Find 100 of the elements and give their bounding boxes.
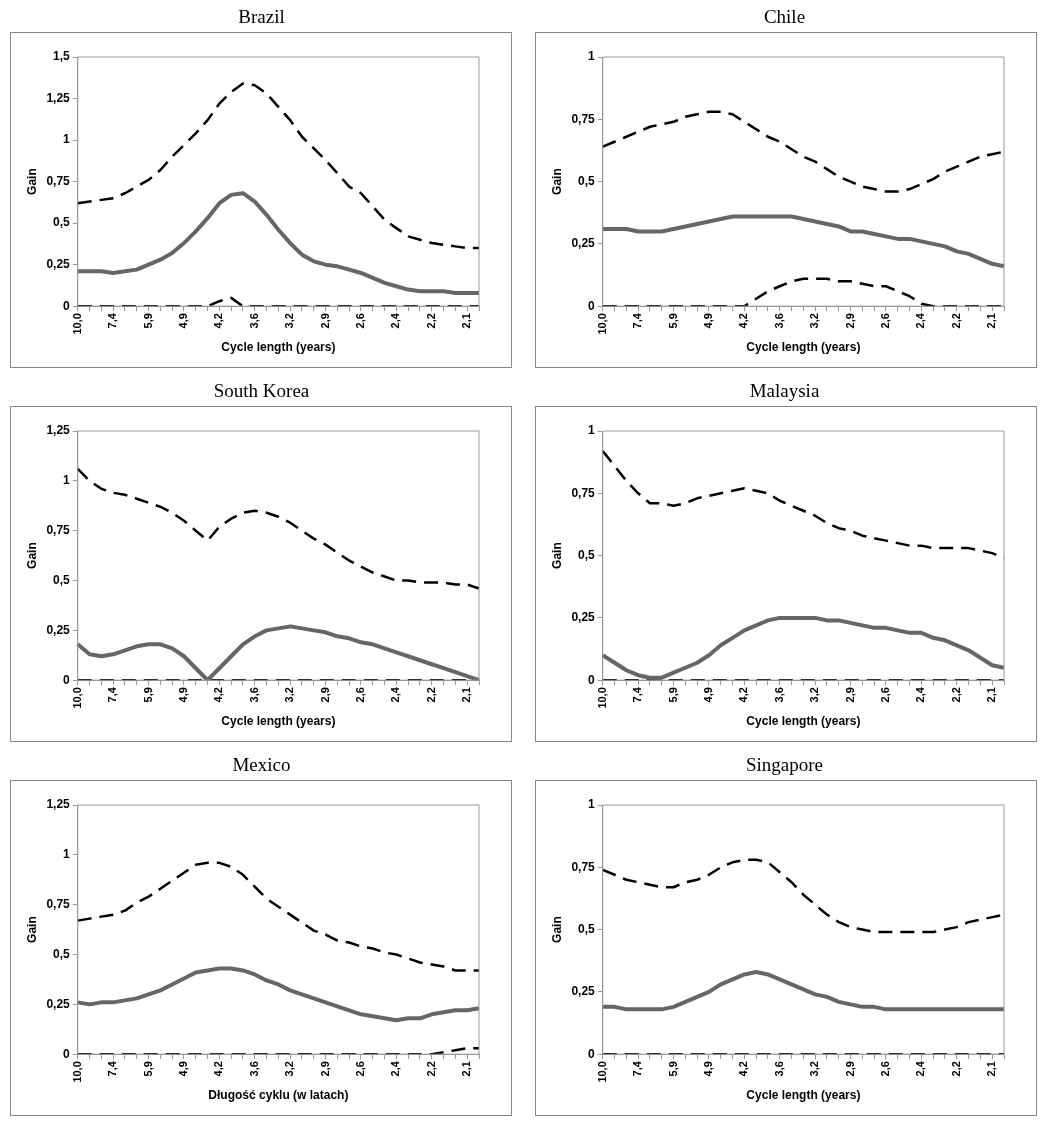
chart-title: Brazil: [237, 5, 286, 29]
x-tick-label: 3,2: [808, 687, 821, 703]
y-tick-label: 0: [63, 1046, 71, 1061]
x-tick-label: 3,6: [247, 313, 260, 329]
x-tick-label: 7,4: [631, 312, 644, 329]
x-tick-label: 3,2: [808, 313, 821, 329]
y-tick-label: 0: [63, 298, 71, 313]
y-tick-label: 0,25: [46, 996, 71, 1011]
line-series: [76, 861, 481, 972]
x-axis-title: Cycle length (years): [746, 714, 861, 729]
x-tick-label: 2,4: [389, 1060, 402, 1077]
x-tick-label: 2,2: [949, 313, 962, 329]
x-tick-label: 4,9: [177, 1061, 189, 1077]
y-tick-label: 1: [588, 423, 596, 438]
x-tick-label: 2,1: [985, 1061, 998, 1077]
x-tick-label: 7,4: [631, 1060, 644, 1077]
x-axis-title: Cycle length (years): [221, 340, 336, 355]
y-tick-label: 0,75: [571, 111, 596, 126]
x-tick-label: 2,2: [949, 687, 962, 703]
x-tick-label: 2,6: [879, 687, 892, 703]
chart-title: South Korea: [212, 379, 311, 403]
x-tick-label: 4,2: [737, 313, 750, 329]
x-tick-label: 2,1: [985, 313, 998, 329]
y-axis-title: Gain: [549, 168, 564, 195]
x-tick-label: 4,9: [702, 687, 714, 703]
x-tick-label: 3,6: [772, 687, 785, 703]
x-tick-label: 4,2: [212, 687, 225, 703]
y-tick-label: 0,5: [53, 572, 71, 587]
x-tick-label: 4,9: [177, 687, 189, 703]
x-tick-label: 4,9: [702, 1061, 714, 1077]
y-tick-label: 0,25: [571, 984, 596, 999]
x-tick-label: 4,2: [737, 687, 750, 703]
x-tick-label: 2,9: [843, 313, 856, 329]
x-tick-label: 7,4: [106, 312, 119, 329]
x-tick-label: 7,4: [631, 686, 644, 703]
x-tick-label: 4,9: [177, 313, 189, 329]
x-tick-label: 2,4: [914, 1060, 927, 1077]
y-tick-label: 1: [63, 473, 71, 488]
x-tick-label: 2,1: [460, 313, 473, 329]
y-tick-label: 0,5: [53, 946, 71, 961]
x-tick-label: 10,0: [70, 687, 83, 709]
x-tick-label: 2,2: [424, 687, 437, 703]
x-tick-label: 5,9: [666, 687, 679, 703]
y-tick-label: 0: [63, 672, 71, 687]
y-axis-title: Gain: [549, 916, 564, 943]
chart-title: Malaysia: [748, 379, 821, 403]
x-tick-label: 2,6: [354, 313, 367, 329]
x-tick-label: 2,6: [354, 687, 367, 703]
x-tick-label: 2,9: [843, 1061, 856, 1077]
y-axis-title: Gain: [24, 916, 39, 943]
x-tick-label: 2,2: [424, 313, 437, 329]
x-tick-label: 3,6: [247, 1061, 260, 1077]
x-tick-label: 3,2: [283, 313, 296, 329]
x-tick-label: 10,0: [70, 313, 83, 335]
x-tick-label: 2,9: [318, 313, 331, 329]
y-tick-label: 0: [588, 298, 596, 313]
x-tick-label: 3,2: [283, 1061, 296, 1077]
y-tick-label: 1: [63, 847, 71, 862]
x-axis-title: Cycle length (years): [746, 1088, 861, 1103]
x-tick-label: 10,0: [595, 313, 608, 335]
y-tick-label: 0,75: [571, 485, 596, 500]
x-tick-label: 4,2: [212, 1061, 225, 1077]
x-tick-label: 3,6: [772, 313, 785, 329]
x-tick-label: 2,2: [949, 1061, 962, 1077]
x-tick-label: 5,9: [666, 1061, 679, 1077]
x-tick-label: 2,4: [914, 312, 927, 329]
y-tick-label: 0,5: [578, 173, 596, 188]
x-tick-label: 10,0: [595, 1061, 608, 1083]
x-tick-label: 10,0: [595, 687, 608, 709]
y-tick-label: 0,5: [578, 921, 596, 936]
y-tick-label: 1,5: [53, 49, 71, 64]
x-tick-label: 2,2: [424, 1061, 437, 1077]
x-axis-title: Cycle length (years): [746, 340, 861, 355]
chart-title: Singapore: [744, 753, 824, 777]
y-tick-label: 0,5: [578, 547, 596, 562]
x-tick-label: 2,6: [879, 313, 892, 329]
x-tick-label: 2,9: [318, 687, 331, 703]
x-tick-label: 2,1: [460, 1061, 473, 1077]
chart-title: Chile: [762, 5, 807, 29]
y-tick-label: 1,25: [46, 423, 71, 438]
x-tick-label: 5,9: [141, 687, 154, 703]
line-series: [76, 82, 481, 250]
x-tick-label: 2,1: [460, 687, 473, 703]
x-tick-label: 2,6: [879, 1061, 892, 1077]
x-tick-label: 7,4: [106, 686, 119, 703]
y-tick-label: 0,75: [46, 522, 71, 537]
x-tick-label: 3,6: [772, 1061, 785, 1077]
y-tick-label: 0,5: [53, 215, 71, 230]
y-tick-label: 0,75: [46, 896, 71, 911]
chart-title: Mexico: [231, 753, 292, 777]
x-axis-title: Długość cyklu (w latach): [208, 1088, 349, 1103]
x-tick-label: 2,6: [354, 1061, 367, 1077]
y-axis-title: Gain: [24, 168, 39, 195]
y-tick-label: 1: [588, 49, 596, 64]
x-tick-label: 3,2: [808, 1061, 821, 1077]
x-tick-label: 3,2: [283, 687, 296, 703]
x-tick-label: 2,9: [318, 1061, 331, 1077]
y-tick-label: 1: [63, 132, 71, 147]
x-tick-label: 2,9: [843, 687, 856, 703]
x-tick-label: 5,9: [141, 1061, 154, 1077]
